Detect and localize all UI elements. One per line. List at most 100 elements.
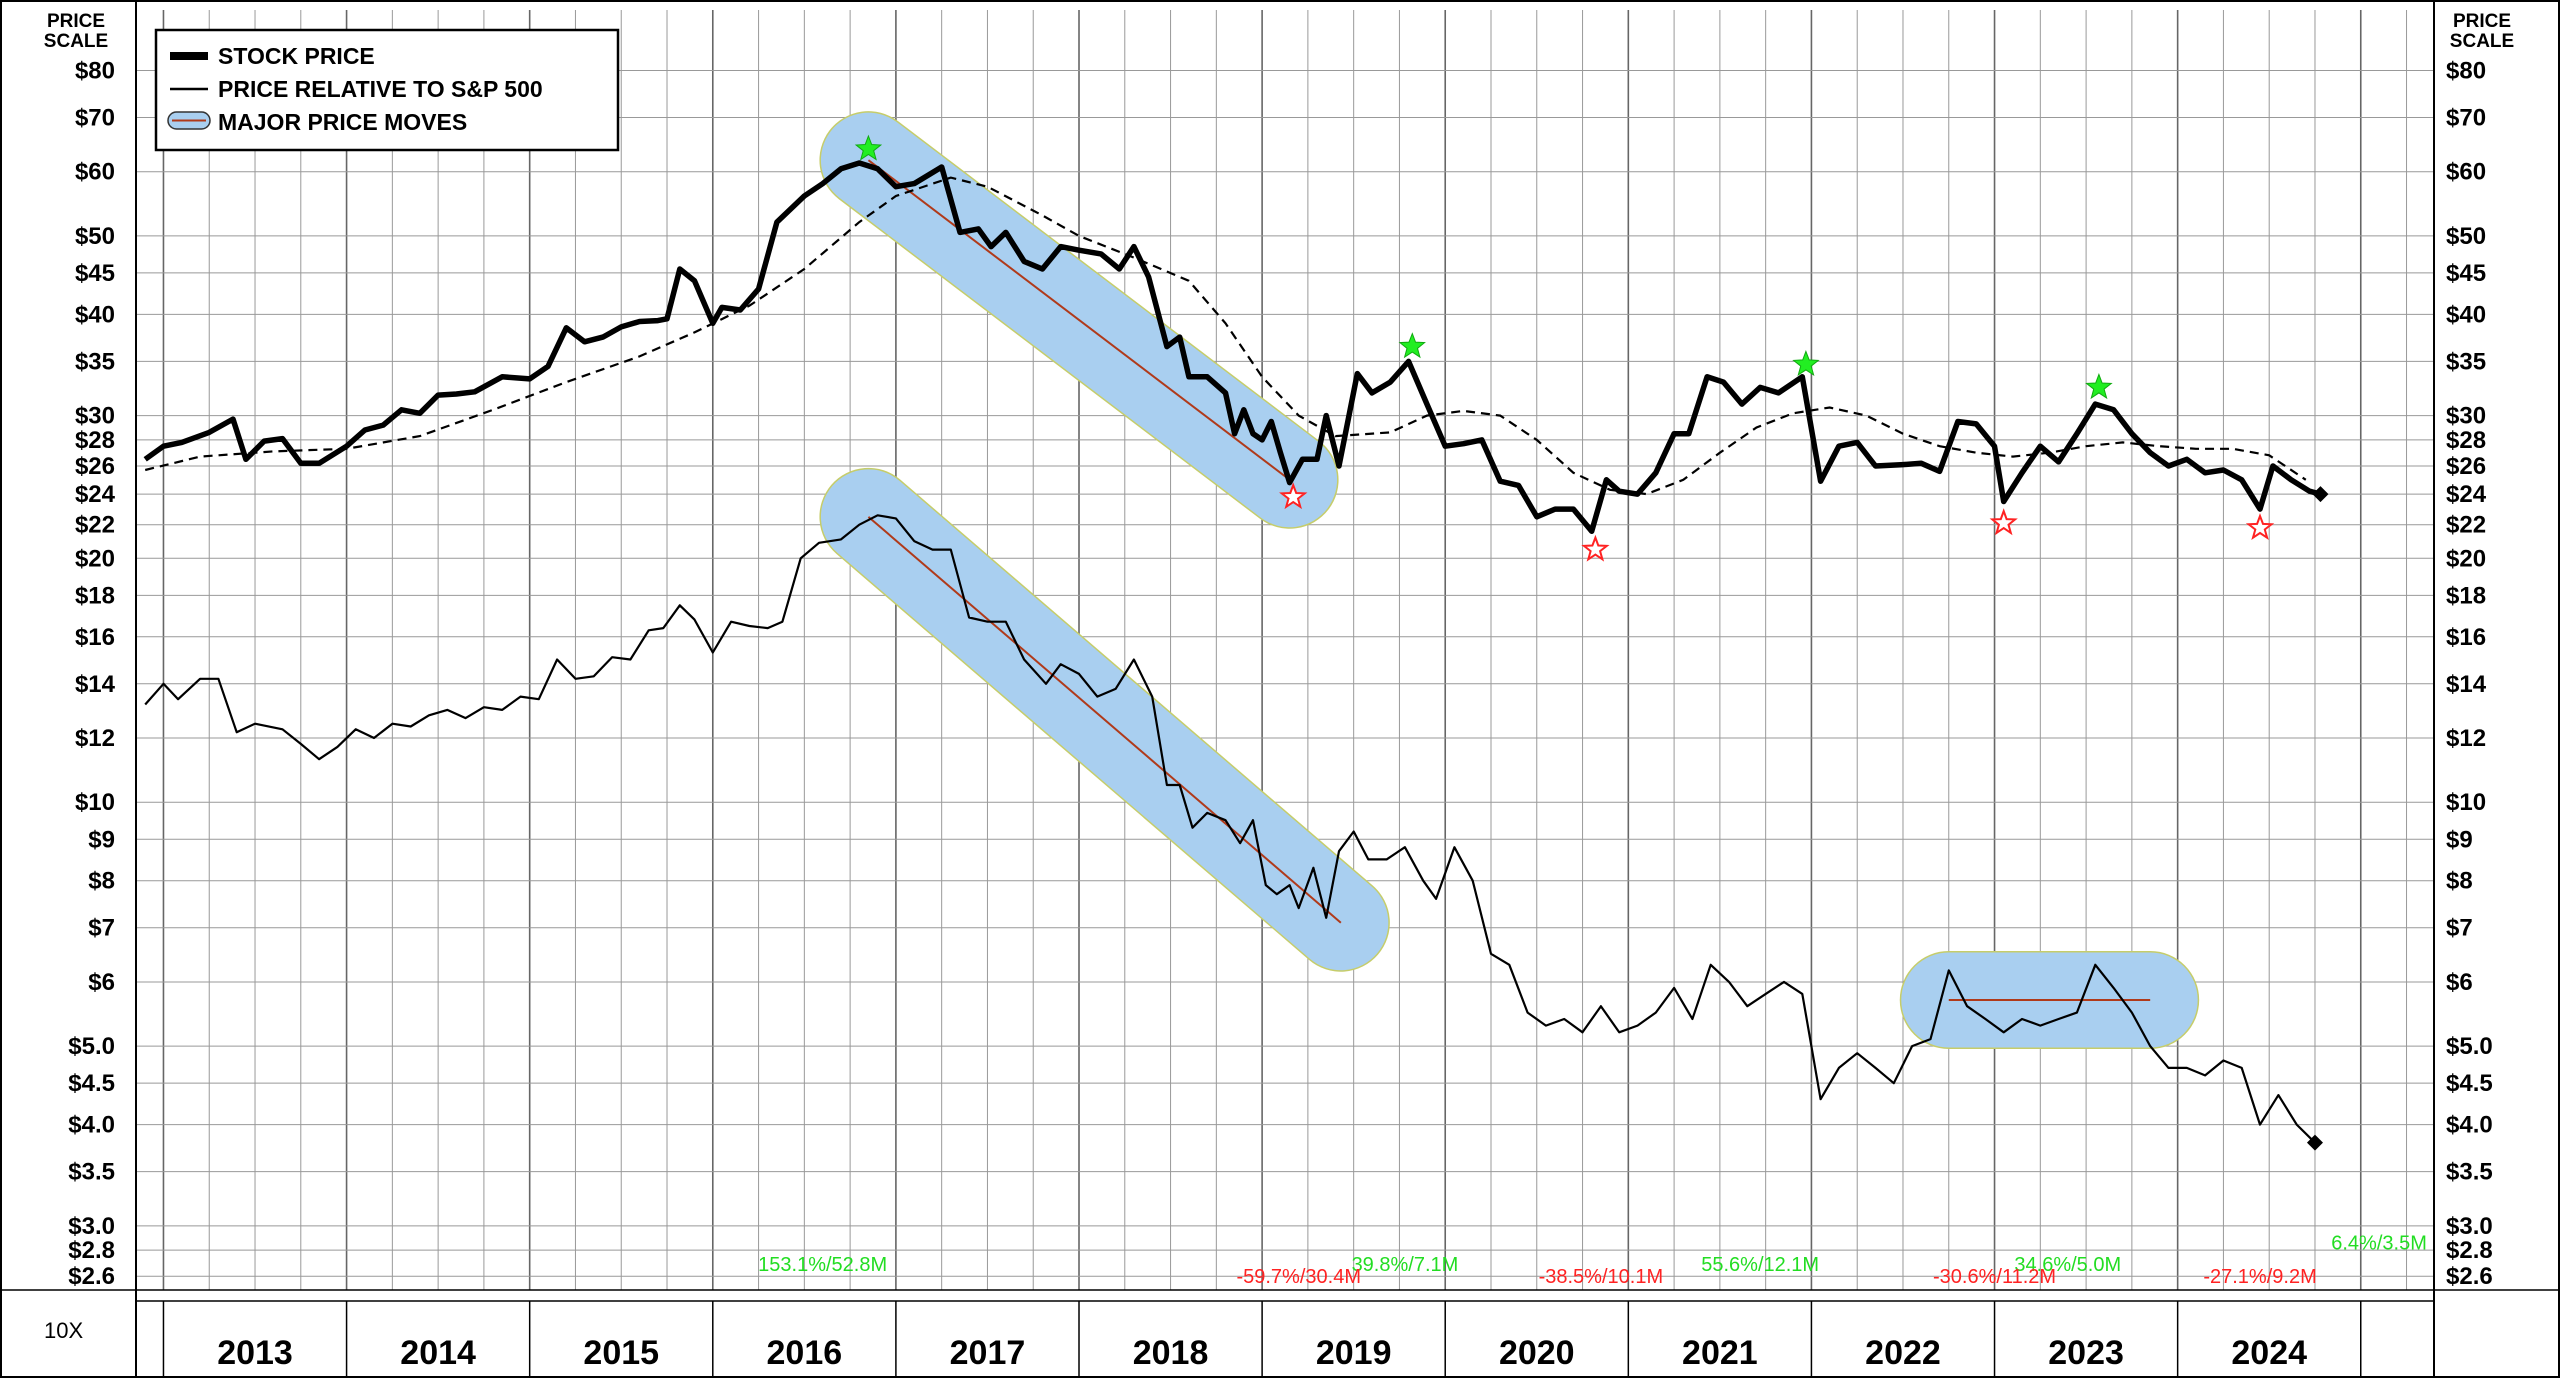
right-tick-label: $5.0 xyxy=(2446,1033,2493,1060)
year-label: 2019 xyxy=(1316,1334,1392,1372)
left-tick-label: $2.8 xyxy=(68,1237,115,1264)
low-star-marker xyxy=(1279,482,1308,510)
left-tick-label: $60 xyxy=(75,159,115,186)
left-tick-label: $4.5 xyxy=(68,1070,115,1097)
right-tick-label: $50 xyxy=(2446,223,2486,250)
right-tick-label: $26 xyxy=(2446,453,2486,480)
left-tick-label: $5.0 xyxy=(68,1033,115,1060)
year-label: 2015 xyxy=(583,1334,659,1372)
high-star-marker xyxy=(854,134,883,161)
left-tick-label: $50 xyxy=(75,223,115,250)
left-tick-label: $9 xyxy=(88,826,115,853)
legend-major-price-moves: MAJOR PRICE MOVES xyxy=(218,109,467,135)
left-tick-label: $30 xyxy=(75,403,115,430)
left-tick-label: $80 xyxy=(75,57,115,84)
chart-markers xyxy=(854,134,2329,1151)
right-scale-title-line2: SCALE xyxy=(2450,31,2514,52)
legend-box xyxy=(154,28,620,152)
move-annotation: 153.1%/52.8M xyxy=(758,1254,887,1276)
right-tick-label: $8 xyxy=(2446,868,2473,895)
left-scale-title-line2: SCALE xyxy=(44,31,108,52)
left-tick-label: $24 xyxy=(75,481,116,508)
right-tick-label: $16 xyxy=(2446,624,2486,651)
left-tick-label: $3.5 xyxy=(68,1159,115,1186)
left-tick-label: $70 xyxy=(75,104,115,131)
right-tick-label: $7 xyxy=(2446,915,2473,942)
right-tick-label: $10 xyxy=(2446,789,2486,816)
move-annotation: -30.6%/11.2M xyxy=(1933,1266,2056,1288)
right-tick-label: $18 xyxy=(2446,582,2486,609)
chart-legend: STOCK PRICE PRICE RELATIVE TO S&P 500 MA… xyxy=(154,28,620,152)
low-star-marker xyxy=(1581,534,1610,562)
right-scale-title-line1: PRICE xyxy=(2453,11,2511,32)
right-tick-label: $24 xyxy=(2446,481,2487,508)
year-label: 2013 xyxy=(217,1334,293,1372)
right-tick-label: $12 xyxy=(2446,725,2486,752)
left-tick-label: $2.6 xyxy=(68,1263,115,1290)
left-scale-title-line1: PRICE xyxy=(47,11,105,32)
major-price-move-bands xyxy=(819,111,2200,1049)
year-label: 2023 xyxy=(2048,1334,2124,1372)
right-tick-label: $4.0 xyxy=(2446,1112,2493,1139)
move-annotation: -59.7%/30.4M xyxy=(1236,1266,1361,1288)
stock-price-line xyxy=(143,160,2322,534)
year-label: 2014 xyxy=(400,1334,476,1372)
high-star-marker xyxy=(2085,372,2113,400)
legend-stock-price: STOCK PRICE xyxy=(218,43,375,69)
left-tick-label: $40 xyxy=(75,301,115,328)
right-tick-label: $45 xyxy=(2446,260,2486,287)
right-tick-label: $60 xyxy=(2446,159,2486,186)
left-tick-label: $45 xyxy=(75,260,115,287)
left-tick-label: $22 xyxy=(75,512,115,539)
left-tick-label: $12 xyxy=(75,725,115,752)
left-tick-label: $8 xyxy=(88,868,115,895)
left-tick-label: $3.0 xyxy=(68,1213,115,1240)
year-label: 2024 xyxy=(2231,1334,2307,1372)
right-tick-label: $2.6 xyxy=(2446,1263,2493,1290)
move-annotation: 39.8%/7.1M xyxy=(1352,1254,1459,1276)
year-label: 2021 xyxy=(1682,1334,1758,1372)
right-tick-label: $28 xyxy=(2446,427,2486,454)
right-tick-label: $14 xyxy=(2446,671,2487,698)
right-tick-label: $80 xyxy=(2446,57,2486,84)
legend-relative-price: PRICE RELATIVE TO S&P 500 xyxy=(218,76,543,102)
right-tick-label: $3.0 xyxy=(2446,1213,2493,1240)
left-tick-label: $16 xyxy=(75,624,115,651)
right-tick-label: $35 xyxy=(2446,348,2486,375)
major-move-trend-line xyxy=(867,159,1291,481)
high-star-marker xyxy=(1792,349,1820,377)
right-tick-label: $2.8 xyxy=(2446,1237,2493,1264)
year-label: 2017 xyxy=(950,1334,1026,1372)
right-tick-label: $40 xyxy=(2446,301,2486,328)
move-annotation: -27.1%/9.2M xyxy=(2203,1266,2316,1288)
year-label: 2018 xyxy=(1133,1334,1209,1372)
major-move-trend-line xyxy=(867,516,1342,924)
high-star-marker xyxy=(1398,332,1426,359)
left-tick-label: $7 xyxy=(88,915,115,942)
low-star-marker xyxy=(2245,513,2275,541)
chart-series xyxy=(143,160,2322,1144)
stock-price-end-marker xyxy=(2312,486,2329,503)
left-tick-label: $28 xyxy=(75,427,115,454)
move-annotation: 6.4%/3.5M xyxy=(2331,1233,2427,1255)
right-tick-label: $4.5 xyxy=(2446,1070,2493,1097)
low-star-marker xyxy=(1989,508,2018,536)
year-label: 2016 xyxy=(767,1334,843,1372)
left-tick-label: $35 xyxy=(75,348,115,375)
axis-labels: $80 $80 $70 $70 $60 $60 $50 $50 $45 $45 $40 $40 $35 $… xyxy=(68,57,2492,1372)
moving-average-line xyxy=(144,176,2307,496)
left-tick-label: $20 xyxy=(75,545,115,572)
right-tick-label: $20 xyxy=(2446,545,2486,572)
left-tick-label: $6 xyxy=(88,969,115,996)
right-tick-label: $3.5 xyxy=(2446,1159,2493,1186)
right-tick-label: $6 xyxy=(2446,969,2473,996)
left-tick-label: $18 xyxy=(75,582,115,609)
year-label: 2020 xyxy=(1499,1334,1575,1372)
move-annotation: 55.6%/12.1M xyxy=(1701,1254,1819,1276)
right-tick-label: $9 xyxy=(2446,826,2473,853)
year-label: 2022 xyxy=(1865,1334,1941,1372)
left-tick-label: $26 xyxy=(75,453,115,480)
